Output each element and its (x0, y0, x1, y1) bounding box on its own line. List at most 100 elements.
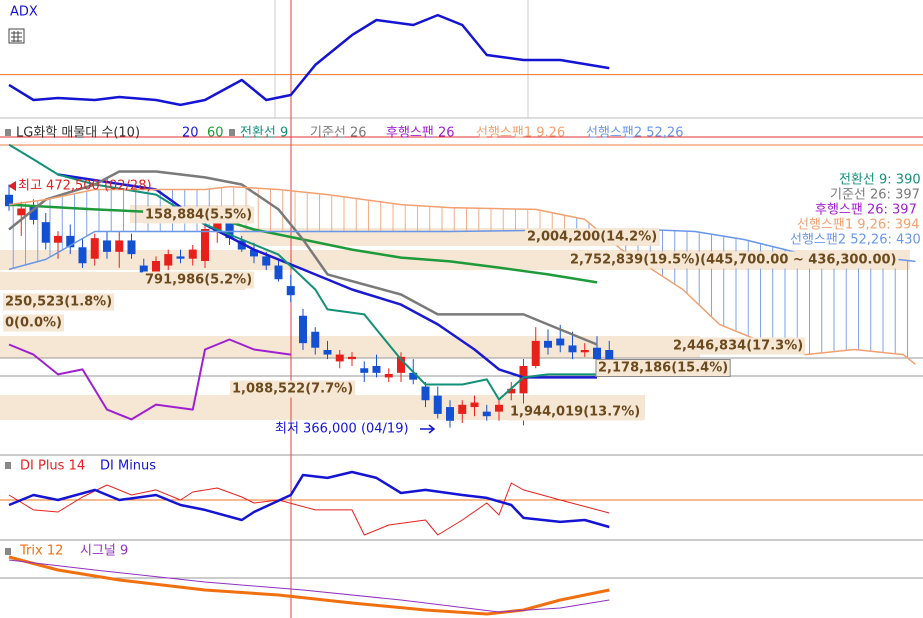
panel-title: LG화학 매물대 수(10) (16, 126, 140, 141)
candle-body (458, 404, 467, 414)
candle-body (188, 249, 197, 259)
candle-body (250, 249, 258, 257)
high-arrow (8, 181, 16, 191)
volume-label: 2,752,839(19.5%)(445,700.00 ~ 436,300.00… (570, 253, 897, 268)
candle-body (127, 240, 136, 255)
candle-body (544, 340, 552, 348)
candle-body (286, 286, 295, 296)
series-line (8, 559, 610, 613)
candle-body (78, 247, 87, 264)
candle-body (580, 350, 589, 353)
series-line (8, 482, 610, 536)
candle-body (29, 206, 38, 220)
volume-label-box (230, 380, 356, 398)
volume-label-box (595, 359, 731, 377)
panel (0, 555, 923, 616)
panel-title: ADX (10, 5, 38, 20)
last-value-label: 선행스팬2 52,26: 430 (790, 232, 921, 248)
candle-body (274, 265, 283, 280)
last-value-label: 기준선 26: 397 (830, 188, 920, 203)
volume-label-box (143, 271, 255, 289)
series-line (8, 338, 291, 421)
candle-body (237, 240, 246, 250)
last-value-label: 후행스팬 26: 397 (815, 202, 917, 218)
candle-body (41, 222, 50, 243)
volume-label-box (508, 403, 643, 421)
candle-body (66, 235, 75, 248)
volume-label: 0(0.0%) (5, 316, 62, 331)
candle-body (176, 256, 185, 259)
legend-entry: DI Minus (100, 459, 156, 474)
volume-label-box (3, 314, 64, 332)
volume-label: 791,986(5.2%) (145, 273, 252, 288)
candle-body (335, 354, 344, 362)
candle-body (103, 240, 111, 252)
candle-body (311, 331, 320, 348)
last-value-label: 선행스팬1 9,26: 394 (797, 217, 920, 233)
candle-body (519, 365, 528, 394)
volume-label: 2,004,200(14.2%) (527, 230, 657, 245)
volume-label: 1,944,019(13.7%) (510, 405, 640, 420)
band (0, 336, 700, 358)
legend-entry: 60 (207, 126, 224, 141)
candle-body (139, 265, 148, 273)
cloud (215, 186, 575, 232)
series-line (8, 185, 916, 365)
series-line (8, 143, 597, 401)
volume-label: 158,884(5.5%) (145, 208, 252, 223)
grid-icon-lines (11, 31, 22, 42)
series-line (8, 170, 598, 346)
candle-body (5, 194, 13, 207)
candle-body (201, 229, 209, 261)
volume-label-box (671, 337, 806, 355)
candle-body (372, 365, 381, 373)
volume-label-box (525, 228, 660, 246)
high-annotation: 최고 472,500 (02/28) (18, 179, 152, 194)
candle-body (115, 240, 124, 252)
volume-label: 2,178,186(15.4%) (598, 361, 728, 376)
legend-entry: 선행스팬2 52,26 (586, 125, 683, 141)
volume-label: 1,088,522(7.7%) (232, 382, 353, 397)
candle-body (360, 368, 369, 373)
candle-body (593, 347, 601, 360)
candle-body (152, 260, 160, 275)
candle-body (531, 340, 540, 366)
candle-body (225, 217, 234, 239)
candle-body (262, 256, 271, 266)
series-line (8, 555, 610, 616)
candle-body (323, 350, 332, 355)
legend-entry: 20 (182, 126, 199, 141)
candle-body (299, 315, 307, 344)
legend-icon[interactable] (5, 462, 11, 469)
panel (5, 143, 916, 428)
legend-entry: 후행스팬 26 (386, 125, 455, 141)
legend-icon[interactable] (5, 548, 11, 555)
candle-body (397, 356, 405, 373)
candle-body (507, 388, 516, 394)
legend-entry: 기준선 26 (310, 126, 367, 141)
candle-body (495, 404, 503, 412)
low-arrow (420, 424, 436, 434)
series-line (8, 13, 610, 107)
last-value-label: 전환선 9: 390 (839, 173, 921, 188)
volume-label-box (3, 293, 115, 311)
candle-body (384, 373, 393, 378)
candle-body (605, 350, 614, 360)
volume-label-box (143, 206, 255, 224)
legend-icon[interactable] (229, 129, 235, 136)
candle-body (90, 238, 99, 259)
candle-body (470, 402, 479, 408)
candle-body (17, 208, 26, 216)
volume-label: 2,446,834(17.3%) (673, 339, 803, 354)
candle-body (433, 395, 442, 414)
candle-body (446, 407, 454, 421)
legend-icon[interactable] (5, 129, 11, 136)
series-line (8, 470, 610, 529)
candle-body (54, 235, 62, 243)
candle-body (482, 411, 491, 417)
legend-entry: DI Plus 14 (20, 459, 85, 474)
panel (0, 13, 923, 107)
candle-body (421, 386, 430, 401)
